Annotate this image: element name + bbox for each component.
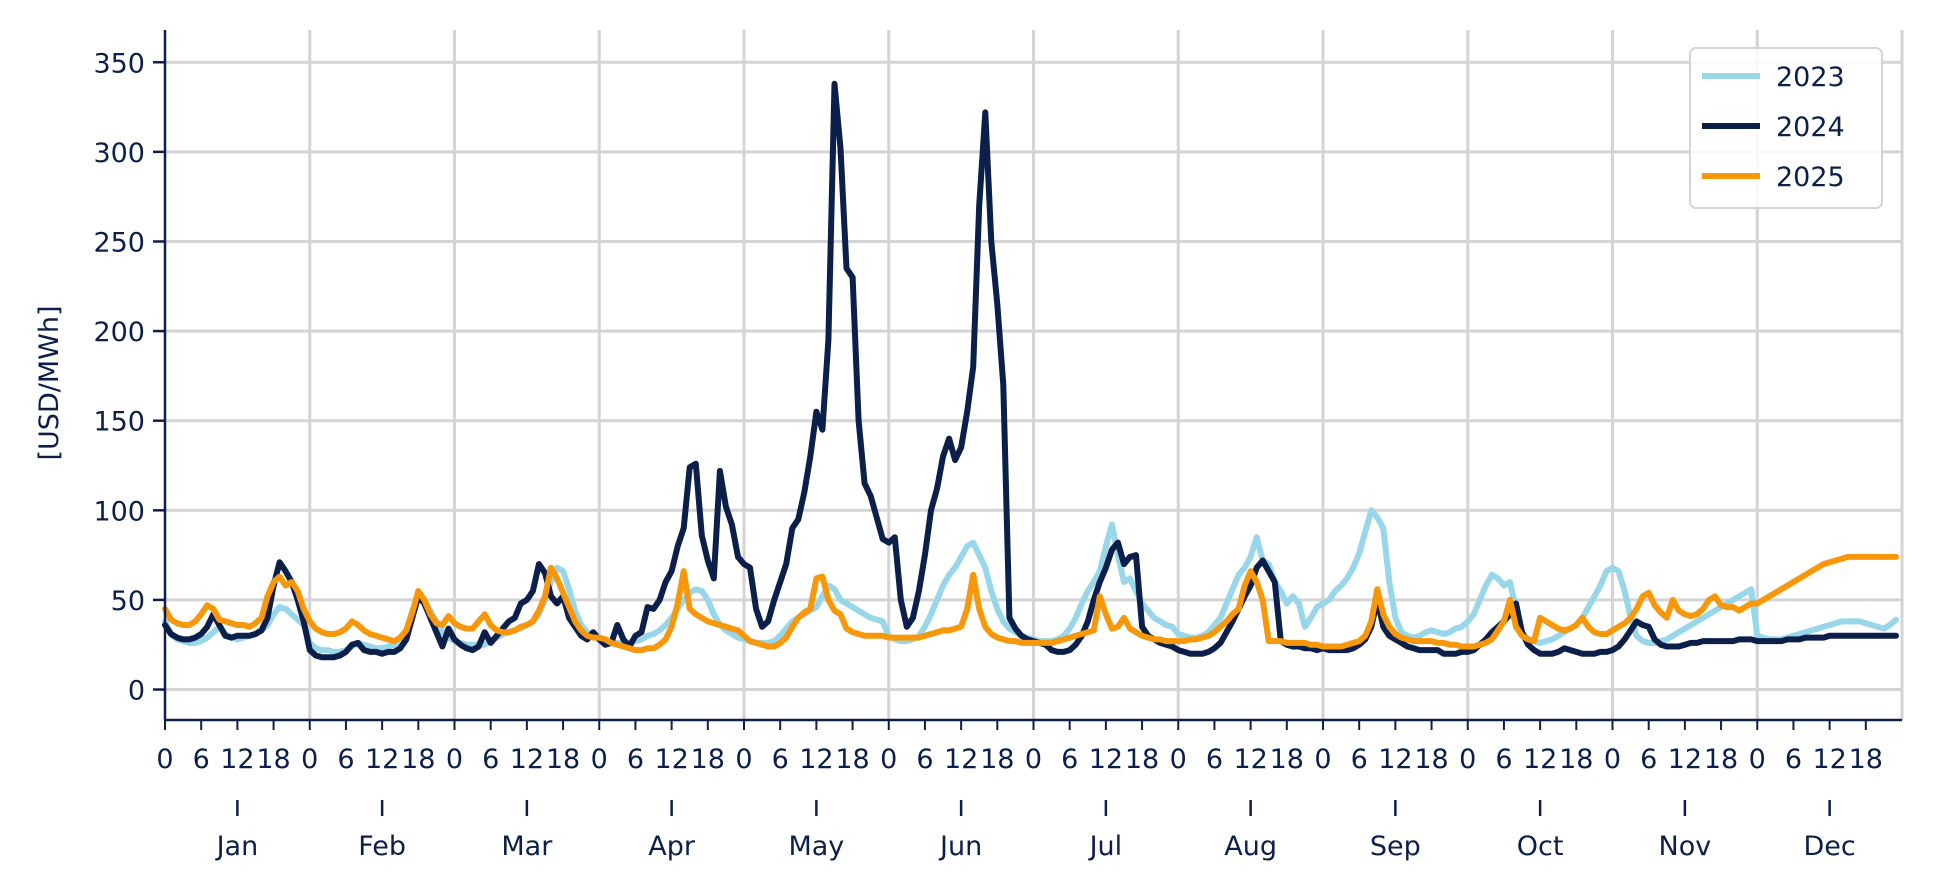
month-label: Jan	[215, 831, 259, 862]
hour-tick-label: 12	[1378, 744, 1412, 775]
y-tick-label: 350	[93, 48, 145, 79]
month-label: Mar	[501, 831, 553, 862]
hour-tick-label: 0	[735, 744, 752, 775]
hour-tick-label: 6	[337, 744, 354, 775]
hour-tick-label: 18	[1849, 744, 1883, 775]
hour-tick-label: 6	[1061, 744, 1078, 775]
month-label: Sep	[1370, 831, 1421, 862]
hour-tick-label: 0	[1459, 744, 1476, 775]
hour-tick-label: 6	[627, 744, 644, 775]
hour-tick-label: 18	[835, 744, 869, 775]
hour-tick-label: 18	[256, 744, 290, 775]
hour-tick-label: 18	[1559, 744, 1593, 775]
month-label: Feb	[358, 831, 406, 862]
hour-tick-label: 12	[510, 744, 544, 775]
hour-tick-label: 6	[1206, 744, 1223, 775]
month-label: Apr	[648, 831, 696, 862]
grid-layer	[165, 30, 1904, 720]
legend-box	[1689, 47, 1883, 209]
series-layer	[162, 80, 1899, 661]
legend: 2023 2024 2025	[1689, 47, 1883, 209]
hour-tick-label: 0	[880, 744, 897, 775]
hour-tick-label: 0	[156, 744, 173, 775]
y-tick-label: 100	[93, 496, 145, 527]
hour-tick-label: 18	[401, 744, 435, 775]
hour-tick-label: 12	[654, 744, 688, 775]
y-axis-label: [USD/MWh]	[34, 306, 65, 461]
hour-tick-label: 0	[1604, 744, 1621, 775]
hour-tick-label: 18	[1270, 744, 1304, 775]
hour-tick-label: 6	[482, 744, 499, 775]
hour-tick-label: 18	[1414, 744, 1448, 775]
hour-tick-label: 12	[1523, 744, 1557, 775]
hour-tick-label: 12	[220, 744, 254, 775]
hour-tick-label: 0	[1025, 744, 1042, 775]
hour-tick-label: 12	[365, 744, 399, 775]
y-tick-label: 0	[128, 676, 145, 707]
series-line-2024	[162, 80, 1899, 661]
hour-tick-label: 18	[980, 744, 1014, 775]
hour-tick-label: 12	[1089, 744, 1123, 775]
hour-tick-label: 0	[1314, 744, 1331, 775]
series-line-2023	[162, 507, 1899, 655]
hour-tick-label: 6	[1785, 744, 1802, 775]
month-label: May	[788, 831, 844, 862]
y-tick-label: 250	[93, 227, 145, 258]
y-tick-label: 50	[111, 586, 145, 617]
y-tick-label: 200	[93, 317, 145, 348]
hour-tick-label: 18	[546, 744, 580, 775]
hour-tick-label: 18	[691, 744, 725, 775]
y-tick-label: 300	[93, 138, 145, 169]
hour-tick-label: 6	[1640, 744, 1657, 775]
hour-tick-label: 0	[301, 744, 318, 775]
month-label: Nov	[1659, 831, 1712, 862]
legend-label: 2024	[1776, 112, 1845, 143]
hour-tick-label: 6	[916, 744, 933, 775]
month-label: Aug	[1224, 831, 1277, 862]
hour-tick-label: 0	[446, 744, 463, 775]
hour-tick-label: 0	[591, 744, 608, 775]
hour-tick-label: 12	[1812, 744, 1846, 775]
hour-tick-label: 6	[1351, 744, 1368, 775]
month-label: Jun	[938, 831, 982, 862]
month-label: Jul	[1088, 831, 1123, 862]
hour-tick-label: 12	[1233, 744, 1267, 775]
hour-tick-label: 6	[1495, 744, 1512, 775]
month-label: Oct	[1517, 831, 1564, 862]
hour-tick-label: 6	[193, 744, 210, 775]
hour-tick-label: 18	[1125, 744, 1159, 775]
hour-tick-label: 12	[799, 744, 833, 775]
hour-tick-label: 6	[772, 744, 789, 775]
hour-tick-label: 12	[1668, 744, 1702, 775]
y-tick-label: 150	[93, 407, 145, 438]
legend-label: 2025	[1776, 162, 1845, 193]
hour-tick-label: 18	[1704, 744, 1738, 775]
hour-tick-label: 0	[1170, 744, 1187, 775]
month-label: Dec	[1804, 831, 1856, 862]
hour-tick-label: 12	[944, 744, 978, 775]
series-line-2025	[162, 553, 1899, 654]
hour-tick-label: 0	[1749, 744, 1766, 775]
legend-label: 2023	[1776, 62, 1845, 93]
